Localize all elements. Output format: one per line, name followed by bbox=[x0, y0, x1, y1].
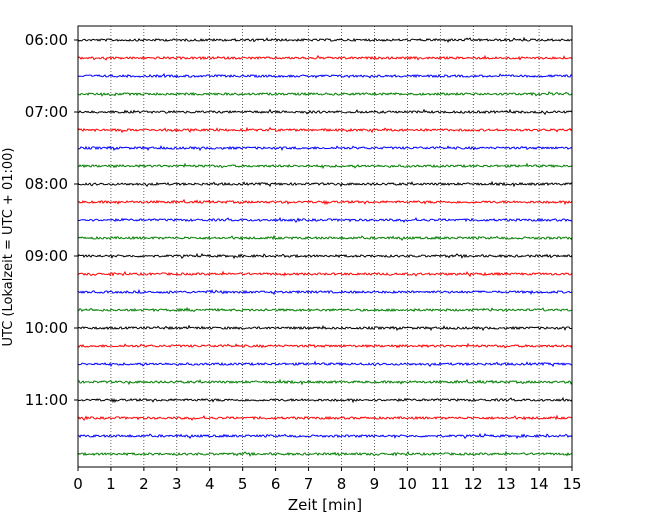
x-tick-label: 3 bbox=[172, 475, 182, 493]
plot-frame bbox=[77, 25, 573, 468]
x-tick-label: 8 bbox=[337, 475, 347, 493]
x-tick-label: 14 bbox=[530, 475, 549, 493]
x-tick-label: 4 bbox=[205, 475, 215, 493]
x-tick-label: 1 bbox=[106, 475, 116, 493]
trace-line bbox=[77, 36, 573, 43]
x-tick-label: 9 bbox=[370, 475, 380, 493]
trace-line bbox=[77, 234, 573, 241]
y-tick-label: 10:00 bbox=[25, 319, 68, 337]
trace-line bbox=[77, 432, 573, 440]
y-tick-label: 11:00 bbox=[25, 391, 68, 409]
x-tick-label: 15 bbox=[562, 475, 581, 493]
trace-line bbox=[77, 378, 573, 386]
x-tick-label: 13 bbox=[497, 475, 516, 493]
x-tick-label: 5 bbox=[238, 475, 248, 493]
trace-line bbox=[77, 162, 573, 170]
x-tick-label: 7 bbox=[304, 475, 314, 493]
trace-line bbox=[77, 288, 573, 296]
trace-line bbox=[77, 306, 573, 313]
seismogram-traces bbox=[77, 36, 573, 457]
x-axis-ticks: 0 1 2 3 4 5 6 7 8 9 10 11 12 13 14 15 bbox=[73, 467, 582, 493]
y-axis-ticks: 06:00 07:00 08:00 09:00 10:00 11:00 bbox=[25, 31, 78, 409]
trace-line bbox=[77, 252, 573, 260]
x-tick-label: 6 bbox=[271, 475, 281, 493]
trace-line bbox=[77, 91, 573, 97]
trace-line bbox=[77, 270, 573, 278]
x-tick-label: 10 bbox=[398, 475, 417, 493]
trace-line bbox=[77, 108, 573, 116]
trace-line bbox=[77, 73, 573, 79]
trace-line bbox=[77, 145, 573, 152]
trace-line bbox=[77, 396, 573, 404]
y-tick-label: 07:00 bbox=[25, 103, 68, 121]
y-tick-label: 09:00 bbox=[25, 247, 68, 265]
trace-line bbox=[77, 450, 573, 457]
trace-line bbox=[77, 342, 573, 349]
trace-line bbox=[77, 180, 573, 188]
x-tick-label: 11 bbox=[431, 475, 450, 493]
trace-line bbox=[77, 360, 573, 368]
x-tick-label: 2 bbox=[139, 475, 149, 493]
trace-line bbox=[77, 324, 573, 332]
trace-line bbox=[77, 126, 573, 134]
trace-line bbox=[77, 198, 573, 206]
x-tick-label: 0 bbox=[73, 475, 83, 493]
x-tick-label: 12 bbox=[464, 475, 483, 493]
y-tick-label: 06:00 bbox=[25, 31, 68, 49]
plot-frame-bg bbox=[78, 26, 572, 467]
trace-line bbox=[77, 54, 573, 61]
x-axis-label: Zeit [min] bbox=[288, 496, 362, 514]
y-axis-label: UTC (Lokalzeit = UTC + 01:00) bbox=[1, 148, 16, 347]
trace-line bbox=[77, 216, 573, 223]
trace-line bbox=[77, 414, 573, 421]
y-tick-label: 08:00 bbox=[25, 175, 68, 193]
